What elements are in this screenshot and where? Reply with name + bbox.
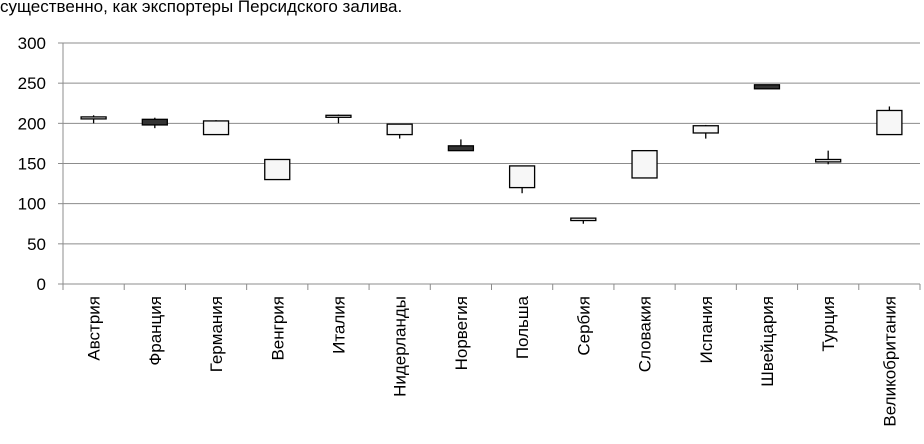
candle [570, 217, 597, 224]
x-tick-label: Австрия [85, 296, 104, 361]
chart-caption: существенно, как экспортеры Персидского … [0, 0, 403, 16]
candle-body [508, 165, 536, 189]
candle [325, 114, 352, 124]
x-tick-label: Швейцария [758, 296, 777, 387]
x-tick-label: Норвегия [452, 296, 471, 370]
y-tick-label: 300 [18, 34, 46, 53]
x-tick-label: Германия [207, 296, 226, 372]
x-tick-label: Великобритания [880, 296, 899, 427]
candle-body [447, 145, 475, 152]
candle [753, 84, 781, 90]
candle [264, 158, 291, 181]
x-tick-label: Франция [146, 296, 165, 366]
candle-body [325, 114, 352, 118]
y-tick-label: 50 [27, 235, 46, 254]
y-tick-label: 150 [18, 155, 46, 174]
candle-body [815, 158, 842, 163]
x-tick-label: Польша [513, 295, 532, 359]
x-tick-label: Венгрия [268, 296, 287, 361]
y-tick-label: 250 [18, 74, 46, 93]
gridlines [63, 42, 920, 245]
candles [80, 84, 903, 224]
x-tick-label: Словакия [636, 296, 655, 372]
candle [876, 106, 903, 136]
candle [447, 139, 475, 152]
y-tick-label: 100 [18, 195, 46, 214]
candle [692, 124, 719, 139]
candle-body [876, 109, 903, 136]
candle-body [570, 217, 597, 222]
candle [815, 150, 842, 165]
x-axis-ticks: Австрия Франция Германия Венгрия Италия Нидер… [85, 295, 900, 426]
candle-body [202, 120, 230, 136]
candle-body [386, 123, 413, 136]
candle-body [631, 149, 658, 179]
candle-body [141, 118, 168, 126]
candle [80, 115, 107, 124]
y-tick-label: 200 [18, 114, 46, 133]
candle [141, 117, 168, 129]
candle-body [753, 84, 781, 90]
y-tick-label: 0 [37, 275, 46, 294]
candle [508, 165, 536, 194]
x-tick-label: Италия [329, 296, 348, 354]
axes [58, 42, 921, 290]
candle [202, 120, 230, 136]
candle [631, 149, 658, 179]
x-tick-label: Сербия [574, 296, 593, 356]
y-axis-ticks: 0 50 100 150 200 250 300 [18, 34, 46, 294]
x-tick-label: Испания [697, 296, 716, 363]
candle-body [264, 158, 291, 181]
candle-body [692, 125, 719, 134]
x-tick-label: Нидерланды [391, 296, 410, 397]
x-tick-label: Турция [819, 296, 838, 352]
candle-body [80, 116, 107, 120]
candle [386, 123, 413, 139]
